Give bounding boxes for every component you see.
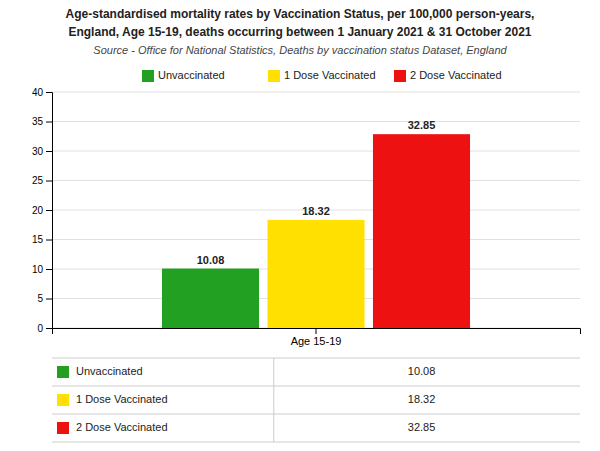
tick-label: Age 15-19: [291, 335, 342, 347]
legend-swatch: [394, 70, 406, 82]
tick: 35: [32, 116, 52, 127]
tick: 0: [37, 323, 52, 334]
legend-swatch: [268, 70, 280, 82]
table-swatch: [57, 394, 69, 406]
tick: 30: [32, 146, 52, 157]
legend-item: 2 Dose Vaccinated: [394, 69, 502, 82]
table-label: 2 Dose Vaccinated: [76, 421, 168, 433]
tick-mark: [46, 328, 52, 329]
legend-item: Unvaccinated: [142, 69, 225, 82]
table-value: 10.08: [408, 365, 436, 377]
bars: [162, 134, 470, 328]
annotation: Source - Office for National Statistics,…: [93, 44, 507, 56]
tick: 5: [37, 293, 52, 304]
data-labels: 10.08 18.32 32.85: [197, 119, 436, 265]
grid-line: [52, 121, 580, 122]
tick: Age 15-19: [291, 328, 342, 347]
table: Unvaccinated 10.08 1 Dose Vaccinated 18.32 2…: [52, 358, 580, 442]
tick-mark: [46, 122, 52, 123]
table-swatch: [57, 366, 69, 378]
axis-line: [53, 329, 581, 335]
grid: [52, 92, 580, 328]
tick-label: 0: [37, 323, 43, 334]
tick: 40: [32, 87, 52, 98]
table-rule: [52, 414, 580, 415]
tick-label: 30: [32, 146, 44, 157]
bar: [267, 220, 364, 328]
bar: [373, 134, 470, 328]
tick-label: 10: [32, 264, 44, 275]
table-label: Unvaccinated: [76, 365, 143, 377]
y-axis: 0 5 10 15 20 25 30 35 40: [32, 87, 53, 334]
table-rule: [52, 358, 580, 359]
tick-mark: [46, 151, 52, 152]
tick-mark: [46, 210, 52, 211]
tick-mark: [46, 269, 52, 270]
legend-label: 2 Dose Vaccinated: [410, 69, 502, 81]
tick-label: 5: [37, 293, 43, 304]
table-rule: [52, 386, 580, 387]
table-label: 1 Dose Vaccinated: [76, 393, 168, 405]
tick-mark: [46, 92, 52, 93]
table-rule: [52, 442, 580, 443]
subtitle: England, Age 15-19, deaths occurring bet…: [68, 25, 531, 39]
tick-label: 25: [32, 175, 44, 186]
data-label: 18.32: [302, 205, 330, 217]
tick: 10: [32, 264, 52, 275]
chart: Age-standardised mortality rates by Vacc…: [0, 0, 600, 451]
table-value: 32.85: [408, 421, 436, 433]
legend-item: 1 Dose Vaccinated: [268, 69, 376, 82]
title: Age-standardised mortality rates by Vacc…: [66, 7, 535, 21]
tick-mark: [316, 328, 317, 334]
grid-line: [52, 92, 580, 93]
grid-line: [52, 180, 580, 181]
bar: [162, 269, 259, 328]
tick-mark: [46, 240, 52, 241]
grid-line: [52, 151, 580, 152]
tick: 20: [32, 205, 52, 216]
tick-label: 15: [32, 234, 44, 245]
legend-swatch: [142, 70, 154, 82]
tick: 15: [32, 234, 52, 245]
tick: 25: [32, 175, 52, 186]
table-divider: [273, 358, 274, 442]
legend: Unvaccinated 1 Dose Vaccinated 2 Dose Vacc…: [142, 69, 502, 82]
legend-label: 1 Dose Vaccinated: [284, 69, 376, 81]
tick-label: 40: [32, 87, 44, 98]
x-axis: Age 15-19: [53, 328, 581, 347]
tick-mark: [46, 299, 52, 300]
legend-label: Unvaccinated: [158, 69, 225, 81]
axis-line: [46, 93, 53, 329]
tick-label: 20: [32, 205, 44, 216]
table-value: 18.32: [408, 393, 436, 405]
data-label: 10.08: [197, 254, 225, 266]
tick-mark: [46, 181, 52, 182]
tick-label: 35: [32, 116, 44, 127]
table-swatch: [57, 422, 69, 434]
data-label: 32.85: [408, 119, 436, 131]
